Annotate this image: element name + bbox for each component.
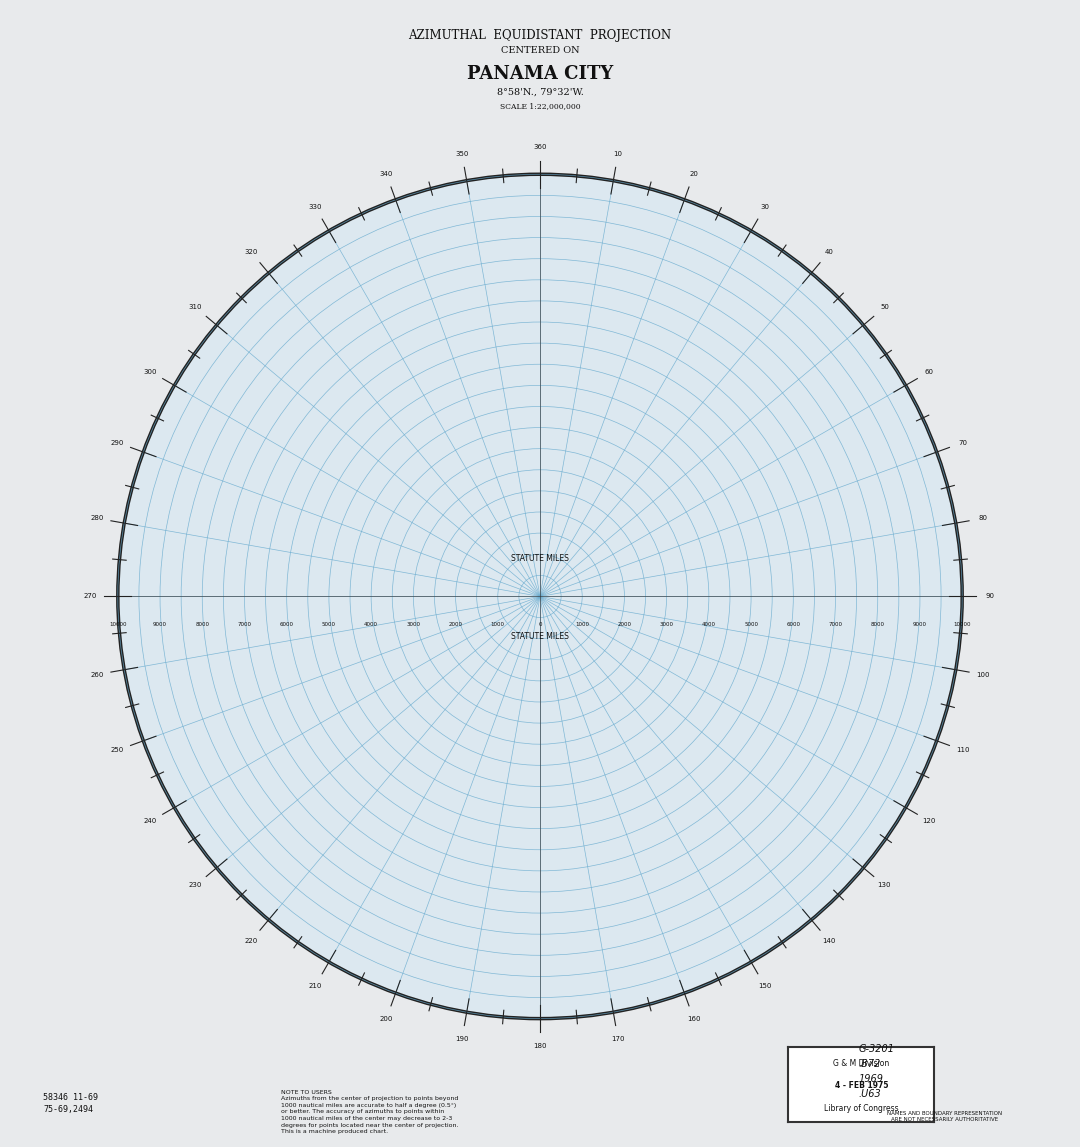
Text: 310: 310: [189, 304, 202, 311]
Text: 6000: 6000: [786, 622, 800, 626]
Text: 4 - FEB 1975: 4 - FEB 1975: [835, 1082, 888, 1091]
Text: 90: 90: [985, 593, 994, 600]
Text: 110: 110: [956, 747, 969, 754]
Text: 70: 70: [958, 439, 967, 446]
Text: 58346 11-69: 58346 11-69: [43, 1093, 98, 1102]
Text: 9000: 9000: [153, 622, 167, 626]
Text: 190: 190: [455, 1036, 469, 1043]
Text: 240: 240: [144, 818, 158, 825]
Text: 2000: 2000: [618, 622, 632, 626]
Text: 9000: 9000: [913, 622, 927, 626]
Text: 50: 50: [880, 304, 889, 311]
Text: Library of Congress: Library of Congress: [824, 1103, 899, 1113]
Text: 4000: 4000: [364, 622, 378, 626]
Text: 40: 40: [824, 249, 834, 255]
Text: 140: 140: [822, 938, 836, 944]
Text: 75-69,2494: 75-69,2494: [43, 1105, 93, 1114]
Text: 300: 300: [144, 368, 158, 375]
Text: 150: 150: [758, 983, 771, 989]
Text: 230: 230: [189, 882, 202, 889]
Text: 200: 200: [379, 1016, 393, 1022]
Text: 1000: 1000: [576, 622, 590, 626]
Text: 4000: 4000: [702, 622, 716, 626]
Text: 30: 30: [760, 204, 769, 210]
Text: 1969: 1969: [859, 1074, 883, 1084]
Text: 0: 0: [538, 622, 542, 626]
Text: SCALE 1:22,000,000: SCALE 1:22,000,000: [500, 102, 580, 110]
Text: 80: 80: [978, 515, 987, 522]
Text: 360: 360: [534, 143, 546, 150]
Text: 5000: 5000: [322, 622, 336, 626]
Text: 7000: 7000: [828, 622, 842, 626]
Text: 10000: 10000: [109, 622, 126, 626]
Text: 8°58'N., 79°32'W.: 8°58'N., 79°32'W.: [497, 87, 583, 96]
Text: .B72: .B72: [859, 1059, 881, 1069]
Text: STATUTE MILES: STATUTE MILES: [511, 632, 569, 641]
Text: 130: 130: [878, 882, 891, 889]
Text: AZIMUTHAL  EQUIDISTANT  PROJECTION: AZIMUTHAL EQUIDISTANT PROJECTION: [408, 29, 672, 41]
Text: CENTERED ON: CENTERED ON: [501, 46, 579, 55]
Text: 2000: 2000: [448, 622, 462, 626]
Text: 7000: 7000: [238, 622, 252, 626]
Text: 1000: 1000: [490, 622, 504, 626]
Text: PANAMA CITY: PANAMA CITY: [467, 65, 613, 84]
Text: 5000: 5000: [744, 622, 758, 626]
Text: NOTE TO USERS
Azimuths from the center of projection to points beyond
1000 nauti: NOTE TO USERS Azimuths from the center o…: [281, 1090, 458, 1134]
Text: STATUTE MILES: STATUTE MILES: [511, 554, 569, 563]
Text: 180: 180: [534, 1043, 546, 1050]
Text: 10000: 10000: [954, 622, 971, 626]
Text: .U63: .U63: [859, 1089, 881, 1099]
Text: 3000: 3000: [406, 622, 420, 626]
Text: 270: 270: [83, 593, 97, 600]
Text: 320: 320: [244, 249, 258, 255]
Text: 280: 280: [91, 515, 104, 522]
Text: 330: 330: [309, 204, 322, 210]
Text: G & M Division: G & M Division: [833, 1059, 890, 1068]
Text: 160: 160: [687, 1016, 701, 1022]
Text: NAMES AND BOUNDARY REPRESENTATION
ARE NOT NECESSARILY AUTHORITATIVE: NAMES AND BOUNDARY REPRESENTATION ARE NO…: [888, 1111, 1002, 1122]
Text: 220: 220: [244, 938, 258, 944]
Text: 10: 10: [613, 150, 622, 157]
Text: 340: 340: [379, 171, 393, 177]
Text: 210: 210: [309, 983, 322, 989]
Text: 350: 350: [456, 150, 469, 157]
Text: 250: 250: [111, 747, 124, 754]
Text: 100: 100: [976, 671, 989, 678]
Text: 20: 20: [689, 171, 698, 177]
Text: 6000: 6000: [280, 622, 294, 626]
Text: 3000: 3000: [660, 622, 674, 626]
Circle shape: [118, 174, 962, 1019]
Text: 120: 120: [922, 818, 936, 825]
Text: 8000: 8000: [195, 622, 210, 626]
Text: 290: 290: [111, 439, 124, 446]
Text: 60: 60: [924, 368, 934, 375]
Text: 260: 260: [91, 671, 104, 678]
Text: 170: 170: [611, 1036, 625, 1043]
Text: 8000: 8000: [870, 622, 885, 626]
Text: G-3201: G-3201: [859, 1044, 894, 1054]
